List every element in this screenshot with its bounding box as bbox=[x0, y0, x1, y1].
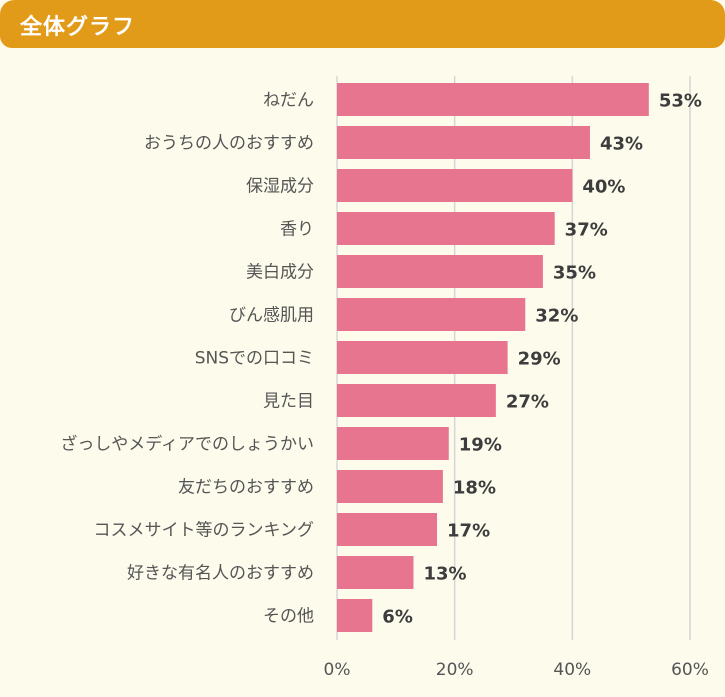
category-label: その他 bbox=[263, 607, 314, 627]
category-label: 保湿成分 bbox=[246, 177, 314, 197]
x-tick-label: 20% bbox=[436, 660, 474, 680]
category-label: 見た目 bbox=[263, 392, 314, 412]
category-label: 美白成分 bbox=[246, 263, 314, 283]
value-label: 27% bbox=[506, 392, 549, 413]
bar bbox=[337, 470, 443, 503]
category-label: 香り bbox=[280, 220, 314, 240]
value-label: 29% bbox=[518, 349, 561, 370]
value-label: 17% bbox=[447, 521, 490, 542]
bar bbox=[337, 427, 449, 460]
value-label: 18% bbox=[453, 478, 496, 499]
bar bbox=[337, 126, 590, 159]
category-label: おうちの人のおすすめ bbox=[144, 134, 314, 154]
bar bbox=[337, 212, 555, 245]
x-tick-label: 60% bbox=[671, 660, 709, 680]
value-label: 40% bbox=[582, 177, 625, 198]
category-label: びん感肌用 bbox=[229, 306, 314, 326]
bar bbox=[337, 513, 438, 546]
category-label: ざっしやメディアでのしょうかい bbox=[60, 434, 314, 455]
bar bbox=[337, 599, 373, 632]
value-label: 53% bbox=[659, 91, 702, 112]
value-label: 43% bbox=[600, 134, 643, 155]
bar bbox=[337, 298, 526, 331]
value-label: 13% bbox=[423, 564, 466, 585]
bar bbox=[337, 384, 496, 417]
value-label: 37% bbox=[565, 220, 608, 241]
value-label: 19% bbox=[459, 435, 502, 456]
bar bbox=[337, 83, 649, 116]
chart-header: 全体グラフ bbox=[0, 0, 725, 48]
category-label: 友だちのおすすめ bbox=[178, 478, 314, 498]
category-label: ねだん bbox=[263, 91, 314, 111]
x-tick-label: 40% bbox=[553, 660, 591, 680]
bar bbox=[337, 341, 508, 374]
category-label: コスメサイト等のランキング bbox=[94, 521, 315, 541]
value-label: 32% bbox=[535, 306, 578, 327]
bar bbox=[337, 556, 414, 589]
category-label: SNSでの口コミ bbox=[195, 349, 314, 369]
value-label: 6% bbox=[382, 607, 413, 628]
x-tick-label: 0% bbox=[324, 660, 351, 680]
value-label: 35% bbox=[553, 263, 596, 284]
chart-title: 全体グラフ bbox=[20, 15, 136, 40]
category-label: 好きな有名人のおすすめ bbox=[127, 564, 314, 584]
bar bbox=[337, 255, 543, 288]
bar bbox=[337, 169, 573, 202]
